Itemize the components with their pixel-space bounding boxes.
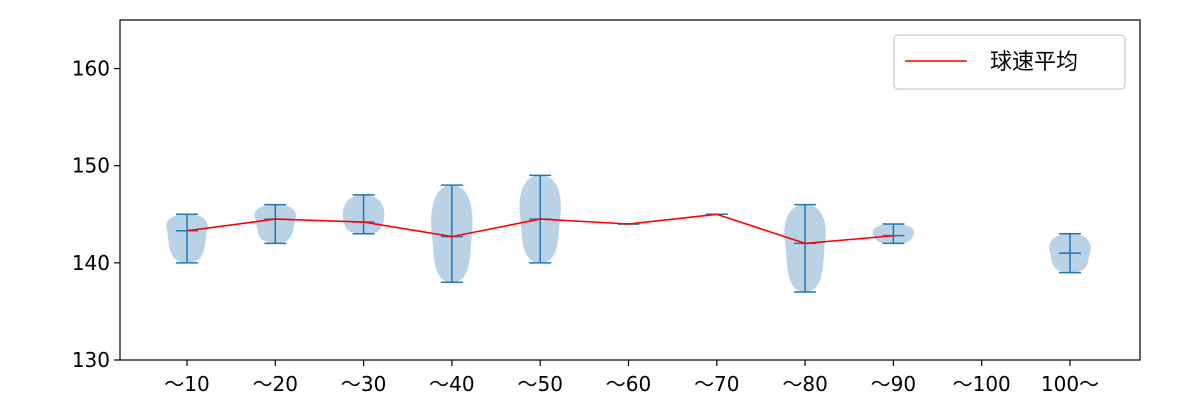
- mean-speed-line: [186, 213, 894, 245]
- x-axis: ～10 ～20 ～30 ～40 ～50 ～60 ～70 ～80 ～90 ～100 100～: [164, 360, 1099, 396]
- x-tick-label: ～50: [517, 372, 562, 396]
- x-tick-label: ～70: [694, 372, 739, 396]
- mean-line-layer: [186, 213, 894, 245]
- y-tick-label: 160: [72, 57, 110, 81]
- x-tick-label: ～60: [606, 372, 651, 396]
- x-tick-label: 100～: [1041, 372, 1099, 396]
- legend: 球速平均: [893, 34, 1126, 90]
- x-tick-label: ～10: [164, 372, 209, 396]
- y-axis: 130 140 150 160: [72, 57, 120, 372]
- x-tick-label: ～80: [782, 372, 827, 396]
- y-tick-label: 130: [72, 348, 110, 372]
- x-tick-label: ～100: [953, 372, 1011, 396]
- x-tick-label: ～40: [429, 372, 474, 396]
- x-tick-label: ～90: [871, 372, 916, 396]
- y-tick-label: 140: [72, 251, 110, 275]
- y-tick-label: 150: [72, 154, 110, 178]
- legend-label: 球速平均: [990, 50, 1078, 75]
- violins-layer: [166, 174, 1091, 293]
- legend-box: [893, 34, 1126, 90]
- x-tick-label: ～20: [253, 372, 298, 396]
- x-tick-label: ～30: [341, 372, 386, 396]
